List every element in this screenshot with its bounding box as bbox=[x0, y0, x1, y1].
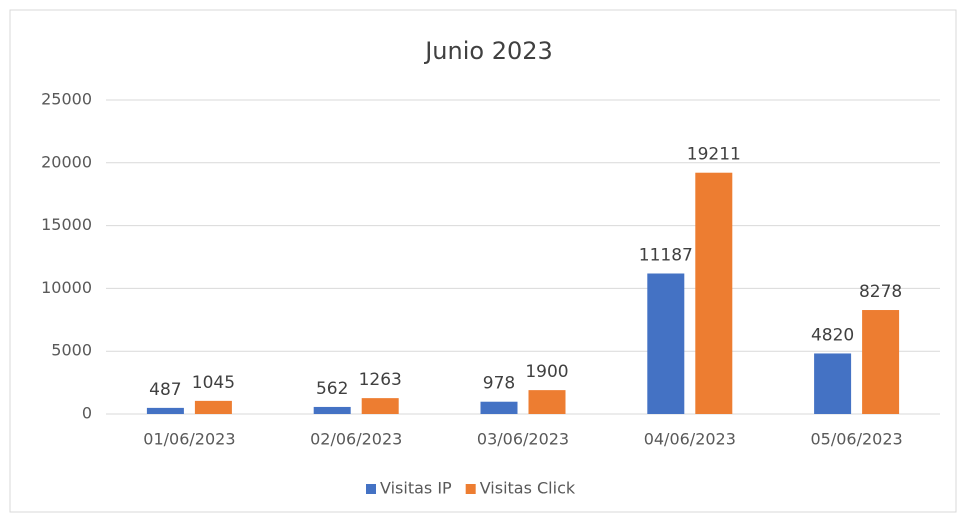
data-label: 978 bbox=[483, 374, 515, 394]
data-label: 11187 bbox=[639, 245, 693, 265]
x-tick-label: 05/06/2023 bbox=[810, 430, 902, 449]
bar bbox=[194, 400, 232, 414]
bar bbox=[480, 401, 518, 414]
x-tick-label: 03/06/2023 bbox=[477, 430, 569, 449]
data-label: 487 bbox=[149, 380, 181, 400]
data-label: 562 bbox=[316, 379, 348, 399]
x-tick-label: 04/06/2023 bbox=[644, 430, 736, 449]
legend-label: Visitas Click bbox=[480, 479, 576, 498]
data-label: 19211 bbox=[687, 145, 741, 165]
y-tick-label: 10000 bbox=[41, 278, 92, 297]
bar bbox=[695, 172, 733, 414]
legend-swatch bbox=[366, 484, 376, 494]
data-label: 1263 bbox=[359, 370, 402, 390]
x-tick-label: 01/06/2023 bbox=[143, 430, 235, 449]
y-tick-label: 25000 bbox=[41, 90, 92, 109]
bar bbox=[814, 353, 852, 414]
bar bbox=[862, 310, 900, 414]
bar bbox=[647, 273, 685, 414]
data-label: 4820 bbox=[811, 325, 854, 345]
bar bbox=[528, 390, 566, 414]
chart-title: Junio 2023 bbox=[423, 37, 553, 65]
bar bbox=[146, 407, 184, 414]
data-label: 1900 bbox=[525, 362, 568, 382]
chart-frame bbox=[9, 9, 957, 513]
x-tick-label: 02/06/2023 bbox=[310, 430, 402, 449]
y-tick-label: 15000 bbox=[41, 215, 92, 234]
legend-swatch bbox=[465, 484, 476, 494]
y-tick-label: 20000 bbox=[41, 152, 92, 171]
data-label: 8278 bbox=[859, 282, 902, 302]
legend-label: Visitas IP bbox=[380, 479, 452, 498]
y-tick-label: 5000 bbox=[51, 341, 92, 360]
bar bbox=[361, 398, 399, 414]
data-label: 1045 bbox=[192, 373, 235, 393]
bar bbox=[313, 406, 351, 414]
y-tick-label: 0 bbox=[82, 404, 92, 423]
